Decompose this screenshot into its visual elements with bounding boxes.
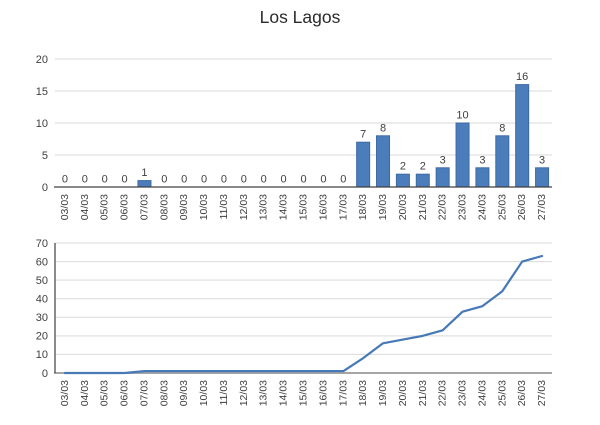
svg-text:10: 10 <box>36 118 48 130</box>
svg-text:7: 7 <box>360 129 366 141</box>
svg-text:08/03: 08/03 <box>158 194 170 220</box>
svg-text:13/03: 13/03 <box>258 194 270 220</box>
svg-text:10/03: 10/03 <box>198 380 210 406</box>
svg-text:70: 70 <box>36 238 48 250</box>
svg-text:60: 60 <box>36 256 48 268</box>
svg-text:0: 0 <box>122 174 128 186</box>
svg-text:0: 0 <box>340 174 346 186</box>
svg-text:19/03: 19/03 <box>377 380 389 406</box>
svg-text:0: 0 <box>241 174 247 186</box>
svg-text:0: 0 <box>281 174 287 186</box>
svg-text:07/03: 07/03 <box>138 194 150 220</box>
svg-text:16/03: 16/03 <box>317 194 329 220</box>
svg-text:13/03: 13/03 <box>258 380 270 406</box>
svg-text:12/03: 12/03 <box>238 380 250 406</box>
svg-text:19/03: 19/03 <box>377 194 389 220</box>
svg-text:0: 0 <box>42 368 48 380</box>
svg-text:14/03: 14/03 <box>278 380 290 406</box>
svg-text:16: 16 <box>516 71 528 83</box>
svg-text:2: 2 <box>420 161 426 173</box>
svg-text:04/03: 04/03 <box>79 194 91 220</box>
svg-text:0: 0 <box>82 174 88 186</box>
svg-text:03/03: 03/03 <box>59 380 71 406</box>
svg-text:8: 8 <box>380 122 386 134</box>
svg-text:5: 5 <box>42 150 48 162</box>
svg-text:09/03: 09/03 <box>178 194 190 220</box>
svg-text:03/03: 03/03 <box>59 194 71 220</box>
svg-text:11/03: 11/03 <box>218 380 230 406</box>
svg-text:23/03: 23/03 <box>457 380 469 406</box>
svg-text:25/03: 25/03 <box>496 194 508 220</box>
svg-text:0: 0 <box>42 182 48 194</box>
svg-text:26/03: 26/03 <box>516 380 528 406</box>
svg-text:8: 8 <box>499 122 505 134</box>
svg-text:0: 0 <box>62 174 68 186</box>
svg-text:10: 10 <box>456 110 468 122</box>
svg-text:1: 1 <box>141 167 147 179</box>
svg-text:2: 2 <box>400 161 406 173</box>
svg-text:17/03: 17/03 <box>337 194 349 220</box>
svg-text:20: 20 <box>36 331 48 343</box>
svg-text:05/03: 05/03 <box>99 194 111 220</box>
svg-text:26/03: 26/03 <box>516 194 528 220</box>
svg-text:22/03: 22/03 <box>437 380 449 406</box>
svg-text:09/03: 09/03 <box>178 380 190 406</box>
svg-text:3: 3 <box>479 154 485 166</box>
svg-text:40: 40 <box>36 294 48 306</box>
svg-text:18/03: 18/03 <box>357 380 369 406</box>
svg-text:05/03: 05/03 <box>99 380 111 406</box>
page-title: Los Lagos <box>259 7 341 27</box>
svg-text:06/03: 06/03 <box>119 194 131 220</box>
svg-text:17/03: 17/03 <box>337 380 349 406</box>
svg-text:30: 30 <box>36 312 48 324</box>
svg-text:10: 10 <box>36 349 48 361</box>
svg-text:20/03: 20/03 <box>397 380 409 406</box>
svg-text:15: 15 <box>36 86 48 98</box>
svg-text:21/03: 21/03 <box>417 380 429 406</box>
svg-text:0: 0 <box>320 174 326 186</box>
svg-text:0: 0 <box>300 174 306 186</box>
svg-text:18/03: 18/03 <box>357 194 369 220</box>
svg-text:0: 0 <box>161 174 167 186</box>
svg-text:0: 0 <box>261 174 267 186</box>
svg-text:15/03: 15/03 <box>298 194 310 220</box>
svg-text:22/03: 22/03 <box>437 194 449 220</box>
svg-text:08/03: 08/03 <box>158 380 170 406</box>
svg-text:27/03: 27/03 <box>536 380 548 406</box>
cumulative-line-chart: 0 10 20 30 40 50 60 70 03/03 04/03 05/03 06/03 07/03… <box>36 238 552 406</box>
svg-text:20/03: 20/03 <box>397 194 409 220</box>
svg-text:11/03: 11/03 <box>218 194 230 220</box>
svg-text:16/03: 16/03 <box>317 380 329 406</box>
svg-text:0: 0 <box>201 174 207 186</box>
svg-text:3: 3 <box>539 154 545 166</box>
svg-text:0: 0 <box>102 174 108 186</box>
svg-text:21/03: 21/03 <box>417 194 429 220</box>
svg-text:04/03: 04/03 <box>79 380 91 406</box>
svg-text:14/03: 14/03 <box>278 194 290 220</box>
svg-text:50: 50 <box>36 275 48 287</box>
svg-text:12/03: 12/03 <box>238 194 250 220</box>
svg-text:25/03: 25/03 <box>496 380 508 406</box>
svg-text:24/03: 24/03 <box>476 194 488 220</box>
svg-text:23/03: 23/03 <box>457 194 469 220</box>
svg-text:27/03: 27/03 <box>536 194 548 220</box>
svg-text:15/03: 15/03 <box>298 380 310 406</box>
svg-text:0: 0 <box>221 174 227 186</box>
svg-text:3: 3 <box>440 154 446 166</box>
svg-text:10/03: 10/03 <box>198 194 210 220</box>
svg-text:20: 20 <box>36 54 48 66</box>
svg-text:06/03: 06/03 <box>119 380 131 406</box>
svg-text:0: 0 <box>181 174 187 186</box>
svg-text:07/03: 07/03 <box>138 380 150 406</box>
svg-text:24/03: 24/03 <box>476 380 488 406</box>
